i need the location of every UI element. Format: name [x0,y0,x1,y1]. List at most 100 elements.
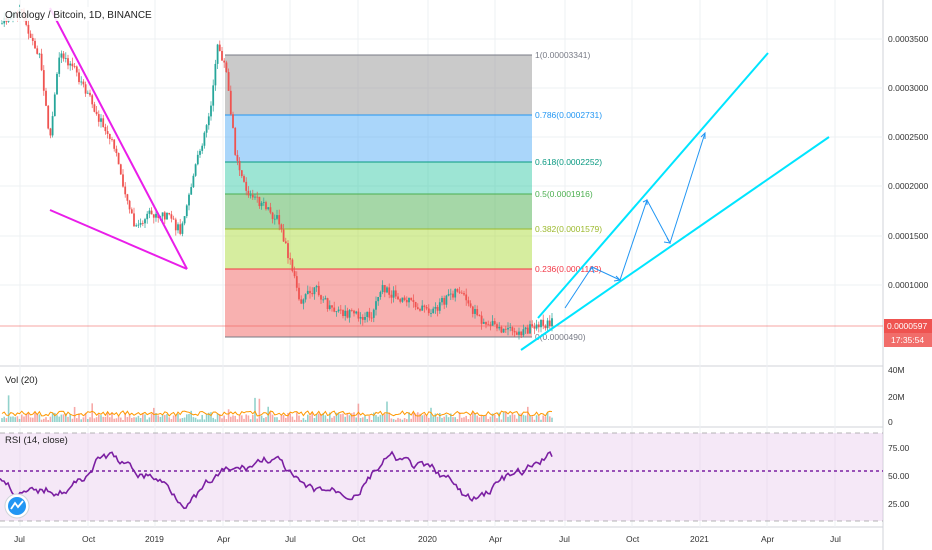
candle-body [430,313,432,314]
candle-body [304,294,307,300]
candle-body [551,318,553,327]
candle-body [78,72,80,83]
candle-body [513,330,516,333]
volume-bar [109,417,111,422]
volume-bar [197,419,199,422]
candle-body [155,213,157,218]
candle-body [403,297,406,300]
volume-bar [276,417,278,422]
rsi-pane-title[interactable]: RSI (14, close) [5,435,68,446]
fibonacci-retracement[interactable] [225,54,532,338]
fib-label-0: 0(0.0000490) [535,332,586,342]
volume-bar [280,414,283,422]
volume-bar [223,415,225,422]
candle-body [75,66,78,73]
falling-wedge-drawing[interactable] [49,7,188,270]
volume-tick: 40M [888,365,905,375]
volume-bar [311,412,313,422]
volume-bar [111,412,113,422]
volume-bar [425,416,428,422]
time-tick: Oct [82,534,96,544]
volume-bar [157,415,159,422]
volume-bar [355,417,357,422]
candle-body [379,292,382,298]
volume-bar [168,417,170,422]
volume-bar [302,418,305,422]
volume-bar [315,413,318,422]
candle-body [456,289,459,292]
candle-body [306,290,309,295]
volume-bar [122,419,124,422]
volume-bar [476,415,478,422]
price-tick: 0.0001000 [888,280,928,290]
volume-bar [7,395,10,422]
volume-bar [175,414,177,422]
candle-body [276,215,278,219]
candle-body [196,154,199,165]
candle-body [546,320,549,329]
volume-bar [516,418,518,422]
volume-bar [549,416,551,422]
volume-bar [500,419,503,422]
candle-body [533,326,536,329]
candle-body [487,324,490,326]
volume-bar [155,413,157,422]
candle-body [97,114,100,122]
candle-body [386,287,388,293]
volume-bar [485,415,487,422]
volume-bar [329,412,331,422]
time-tick: Jul [559,534,570,544]
candle-body [311,293,314,295]
volume-bar [188,413,190,422]
volume-bar [179,418,181,422]
candle-body [348,309,351,318]
candle-body [548,320,551,327]
candle-body [267,207,270,210]
candle-body [135,225,138,227]
volume-bar [241,415,243,422]
volume-bar [313,418,316,422]
candle-body [212,85,215,106]
volume-bar [326,418,329,422]
volume-pane-title[interactable]: Vol (20) [5,375,38,386]
volume-bar [98,414,100,422]
rising-channel-drawing[interactable] [520,52,830,351]
volume-bar [148,417,151,422]
candle-body [161,212,164,217]
volume-bar [304,419,307,422]
candle-body [493,321,496,325]
volume-bar [91,403,93,422]
candle-body [522,329,525,336]
volume-bar [388,412,390,422]
volume-bar [150,413,153,422]
chart-title[interactable]: Ontology / Bitcoin, 1D, BINANCE [5,10,152,21]
price-axis[interactable]: 0.0003500 0.0003000 0.0002500 0.0002000 … [888,34,928,290]
volume-bar [337,412,340,422]
volume-bar [38,414,41,422]
horizontal-gridlines [0,38,883,286]
candle-body [335,311,338,313]
projection-path[interactable] [564,131,706,309]
volume-bar [544,416,547,422]
tradingview-logo-icon[interactable] [4,493,30,519]
candle-body [515,332,518,335]
candle-body [421,305,424,311]
rsi-axis: 75.00 50.00 25.00 [888,443,910,509]
candle-body [326,298,329,310]
volume-bar [124,412,126,422]
candle-body [504,328,507,330]
candle-body [126,194,129,201]
candle-body [359,317,362,319]
time-axis[interactable]: Jul Oct 2019 Apr Jul Oct 2020 Apr Jul Oc… [14,534,841,544]
volume-bar [5,418,8,422]
volume-bar [256,418,258,422]
volume-bar [12,416,14,422]
candle-body [496,324,498,329]
candle-body [350,309,353,311]
candle-body [526,327,529,334]
volume-bar [40,419,43,422]
candle-body [47,105,50,129]
candle-body [141,222,144,224]
volume-bar [93,418,96,422]
